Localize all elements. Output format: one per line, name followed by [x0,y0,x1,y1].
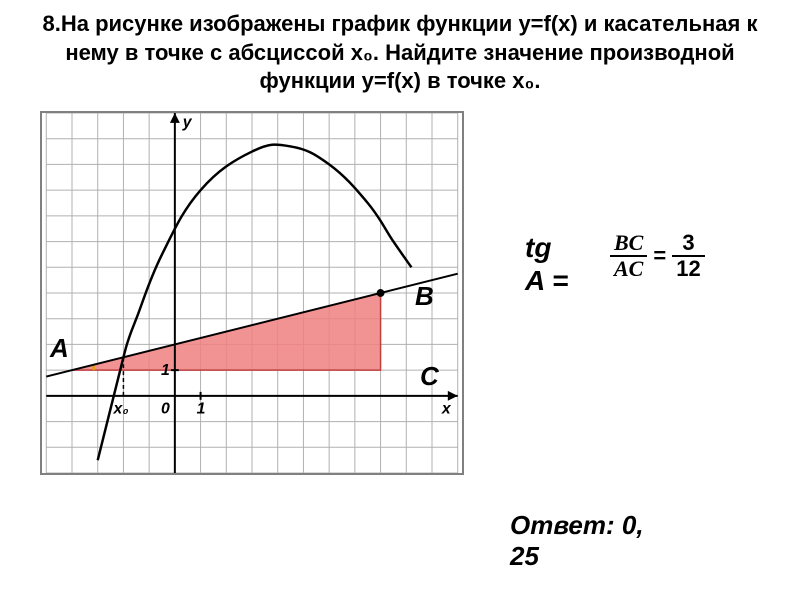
svg-text:1: 1 [197,400,206,417]
graph-container: 0 1 1 x y x₀ [40,111,464,475]
tg-line1: tg [525,232,551,263]
point-label-a: A [50,333,69,364]
fraction-right: 3 12 [672,231,704,281]
point-label-b: B [415,281,434,312]
point-label-c: C [420,361,439,392]
chart-svg: 0 1 1 x y x₀ [42,113,462,473]
fraction-left-num: BC [610,231,647,257]
answer-block: Ответ: 0, 25 [510,510,644,572]
content-area: 0 1 1 x y x₀ tg A = BC AC = 3 12 A B C [0,101,800,571]
svg-text:y: y [182,114,193,131]
tg-label: tg A = [525,231,568,298]
equals-sign: = [653,243,666,269]
answer-value: 25 [510,541,539,571]
fraction-right-num: 3 [672,231,704,257]
problem-title: 8.На рисунке изображены график функции y… [0,0,800,101]
svg-text:x₀: x₀ [113,400,129,417]
answer-label: Ответ: 0, [510,510,644,540]
fraction-expression: BC AC = 3 12 [610,231,705,281]
svg-text:1: 1 [161,362,170,379]
fraction-left-den: AC [610,257,647,281]
svg-text:0: 0 [161,400,170,417]
svg-text:x: x [441,400,452,417]
fraction-left: BC AC [610,231,647,281]
fraction-right-den: 12 [672,257,704,281]
tg-line2: A = [525,265,568,296]
